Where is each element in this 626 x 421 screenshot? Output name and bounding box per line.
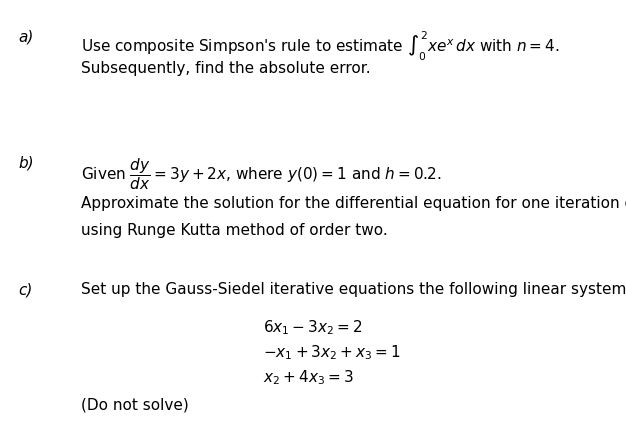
Text: b): b) [19,156,34,171]
Text: Use composite Simpson's rule to estimate $\int_0^2 xe^x\,dx$ with $n = 4$.: Use composite Simpson's rule to estimate… [81,29,560,63]
Text: Given $\dfrac{dy}{dx} = 3y + 2x$, where $y(0) = 1$ and $h = 0.2$.: Given $\dfrac{dy}{dx} = 3y + 2x$, where … [81,156,442,192]
Text: c): c) [19,282,33,297]
Text: $x_2 + 4x_3 = 3$: $x_2 + 4x_3 = 3$ [263,368,354,387]
Text: Subsequently, find the absolute error.: Subsequently, find the absolute error. [81,61,371,76]
Text: $6x_1 - 3x_2 = 2$: $6x_1 - 3x_2 = 2$ [263,318,362,336]
Text: (Do not solve): (Do not solve) [81,398,189,413]
Text: a): a) [19,29,34,45]
Text: Approximate the solution for the differential equation for one iteration only by: Approximate the solution for the differe… [81,196,626,211]
Text: using Runge Kutta method of order two.: using Runge Kutta method of order two. [81,223,388,238]
Text: Set up the Gauss-Siedel iterative equations the following linear system:: Set up the Gauss-Siedel iterative equati… [81,282,626,297]
Text: $-x_1 + 3x_2 + x_3 = 1$: $-x_1 + 3x_2 + x_3 = 1$ [263,343,401,362]
